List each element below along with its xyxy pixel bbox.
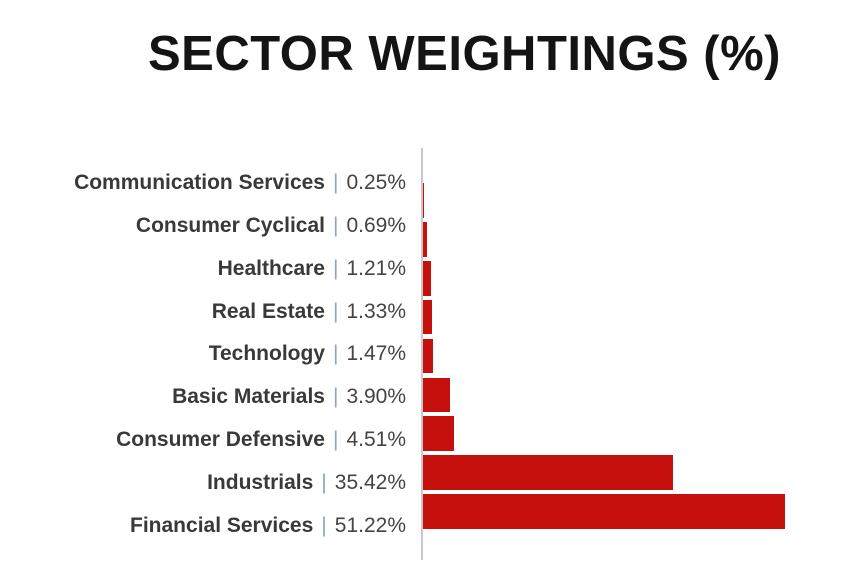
- value-label: 0.69%: [346, 213, 406, 237]
- separator: |: [321, 470, 327, 494]
- category-label: Industrials: [207, 470, 314, 494]
- category-label: Real Estate: [211, 299, 325, 323]
- separator: |: [332, 428, 339, 452]
- category-label: Consumer Cyclical: [135, 213, 325, 237]
- category-label: Consumer Defensive: [116, 428, 325, 452]
- bar-healthcare: [422, 261, 432, 296]
- label-row-industrials: Industrials | 35.42%: [0, 461, 406, 504]
- bar-technology: [422, 338, 433, 374]
- y-axis-line: [421, 148, 423, 560]
- label-row-basic-materials: Basic Materials | 3.90%: [0, 376, 406, 419]
- bar-real-estate: [422, 299, 432, 335]
- label-row-healthcare: Healthcare | 1.21%: [0, 247, 406, 290]
- label-row-consumer-cyclical: Consumer Cyclical | 0.69%: [0, 204, 406, 247]
- category-label: Communication Services: [74, 171, 325, 194]
- category-label: Technology: [208, 342, 325, 366]
- label-row-technology: Technology | 1.47%: [0, 333, 406, 376]
- separator: |: [332, 171, 339, 194]
- category-label: Basic Materials: [172, 385, 325, 409]
- value-label: 1.47%: [346, 342, 406, 366]
- category-label: Healthcare: [217, 256, 325, 280]
- separator: |: [332, 342, 339, 366]
- bar-consumer-defensive: [422, 416, 455, 451]
- value-label: 1.33%: [346, 299, 406, 323]
- separator: |: [332, 256, 339, 280]
- separator: |: [332, 385, 339, 409]
- value-label: 0.25%: [346, 171, 406, 194]
- separator: |: [332, 299, 339, 323]
- label-row-communication-services: Communication Services | 0.25%: [0, 162, 406, 205]
- label-row-consumer-defensive: Consumer Defensive | 4.51%: [0, 419, 406, 462]
- value-label: 35.42%: [334, 470, 406, 494]
- value-label: 51.22%: [334, 513, 406, 537]
- bar-industrials: [422, 455, 673, 490]
- value-label: 3.90%: [346, 385, 406, 409]
- value-label: 4.51%: [346, 428, 406, 452]
- chart-title: SECTOR WEIGHTINGS (%): [147, 27, 781, 81]
- value-label: 1.21%: [346, 256, 406, 280]
- separator: |: [332, 213, 339, 237]
- separator: |: [321, 513, 327, 537]
- category-label: Financial Services: [130, 513, 314, 537]
- bar-financial-services: [422, 494, 785, 529]
- bar-basic-materials: [422, 377, 451, 413]
- bar-communication-services: [422, 183, 425, 218]
- label-row-real-estate: Real Estate | 1.33%: [0, 290, 406, 333]
- bar-consumer-cyclical: [422, 222, 428, 257]
- label-row-financial-services: Financial Services | 51.22%: [0, 504, 406, 547]
